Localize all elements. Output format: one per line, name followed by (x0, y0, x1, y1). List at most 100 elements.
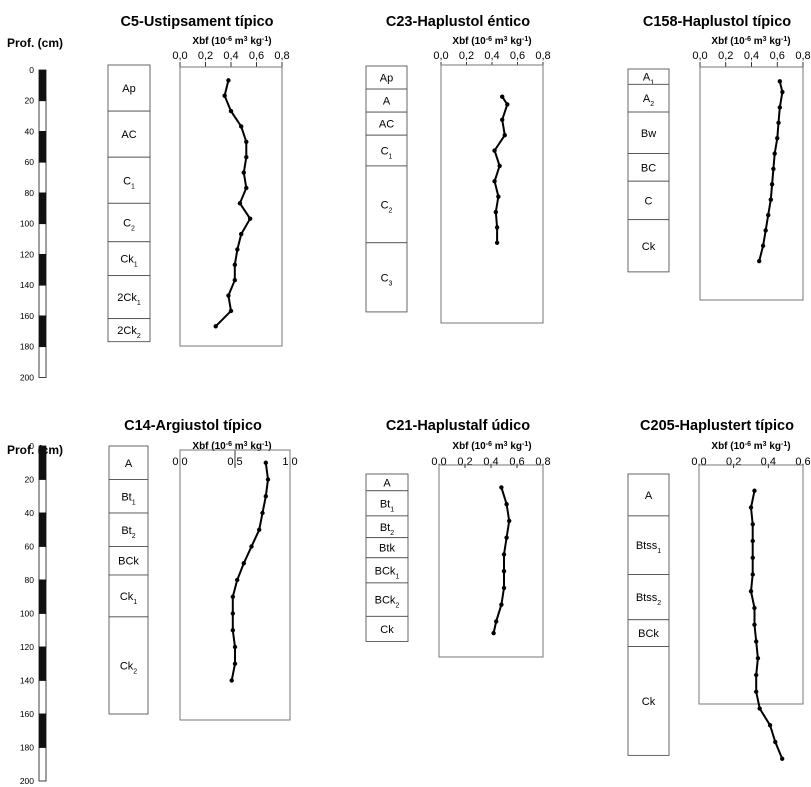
horizon-box (365, 165, 408, 244)
data-point (504, 501, 509, 507)
depth-scale-segment (38, 315, 47, 348)
x-axis-label: Xbf (10-6 m3 kg-1) (452, 441, 531, 453)
x-axis-label-superscript: 3 (244, 441, 248, 448)
horizon-name: Bw (641, 128, 656, 140)
horizon-name: Bt (121, 491, 131, 503)
depth-tick-label: 80 (25, 575, 35, 585)
data-point (754, 639, 759, 644)
horizon-label: A (125, 458, 133, 470)
horizon-name: C (123, 218, 131, 230)
data-point (748, 589, 754, 594)
data-point (757, 258, 762, 264)
horizon-subscript: 2 (131, 225, 135, 232)
data-point (237, 201, 243, 206)
data-point (748, 505, 754, 510)
data-point (750, 522, 755, 527)
plot-frame (179, 66, 283, 347)
horizon-name: Ck (120, 591, 134, 603)
horizon-label: Ck (642, 241, 656, 253)
x-tick-label: 0,0 (692, 50, 707, 62)
data-point (754, 689, 759, 694)
depth-scale-segment (38, 479, 47, 514)
horizon-label: Ck (380, 624, 394, 636)
data-point (752, 622, 757, 627)
x-tick-label: 0,4 (484, 50, 499, 62)
data-point (249, 544, 254, 549)
horizon-name: BCk (638, 628, 659, 640)
horizon-box (108, 616, 149, 715)
x-axis-label-superscript: -1 (262, 36, 268, 43)
x-tick-label: 0,8 (274, 50, 289, 62)
horizon-label: Ap (122, 83, 135, 95)
horizon-name: Bt (380, 522, 390, 534)
data-point (773, 739, 778, 745)
data-point (491, 630, 496, 636)
data-point (241, 561, 246, 566)
x-axis-label-superscript: -1 (781, 36, 787, 43)
depth-tick-label: 140 (20, 280, 34, 290)
depth-tick-label: 0 (29, 441, 34, 451)
data-point (768, 197, 774, 202)
x-axis-label-part: kg (248, 36, 262, 47)
horizon-label: Bw (641, 128, 656, 140)
data-point (750, 555, 755, 560)
depth-scale-segment (38, 223, 47, 255)
horizon-box (627, 646, 670, 756)
depth-tick-label: 120 (20, 642, 34, 652)
x-tick-label: 0,4 (744, 50, 759, 62)
data-point (226, 293, 231, 298)
data-point (500, 117, 505, 122)
data-point (232, 661, 238, 666)
depth-scale-segment (38, 579, 47, 614)
horizon-box (107, 202, 151, 243)
horizon-name: Ck (642, 241, 656, 253)
horizon-subscript: 2 (650, 101, 654, 108)
series-line (492, 487, 511, 634)
data-point (235, 247, 240, 252)
x-axis-label-superscript: 3 (244, 36, 248, 43)
x-axis-label-superscript: 3 (504, 36, 508, 43)
horizon-subscript: 2 (390, 529, 394, 536)
data-point (239, 231, 244, 237)
x-axis-label-part: ) (528, 36, 531, 47)
horizon-box (627, 153, 670, 182)
depth-tick-label: 40 (25, 508, 35, 518)
x-axis-label-part: Xbf (10 (711, 441, 745, 452)
data-point (499, 602, 504, 607)
x-axis-label-superscript: -6 (226, 36, 232, 43)
horizon-label: Ck1 (120, 591, 137, 606)
panel-title: C5-Ustipsament típico (120, 14, 273, 30)
horizon-name: C (381, 199, 389, 211)
depth-tick-label: 100 (20, 219, 34, 229)
horizon-subscript: 1 (134, 261, 138, 268)
horizon-label: A (383, 477, 391, 489)
data-point (228, 308, 234, 314)
depth-scale-segment (38, 346, 47, 378)
x-axis-label-superscript: -6 (226, 441, 232, 448)
depth-scale-segment (38, 713, 47, 748)
x-axis-label-superscript: -1 (522, 441, 528, 448)
data-point (230, 611, 235, 616)
x-axis-label-part: m (492, 441, 504, 452)
x-axis-label-part: ) (528, 441, 531, 452)
horizon-label: 2Ck1 (117, 292, 141, 307)
data-point (494, 619, 499, 624)
horizon-label: Bt2 (380, 522, 394, 537)
x-axis-label-part: kg (767, 441, 781, 452)
data-point (771, 166, 776, 172)
depth-axis-label: Prof. (cm) (7, 36, 63, 50)
plot-frame (698, 464, 804, 705)
horizon-name: Ap (122, 83, 135, 95)
depth-scale-segment (38, 161, 47, 194)
x-axis-label-superscript: -1 (262, 441, 268, 448)
data-point (775, 135, 780, 141)
series-line (214, 80, 252, 328)
horizon-label: A2 (643, 93, 654, 108)
data-point (777, 79, 783, 84)
data-point (502, 132, 507, 138)
depth-tick-label: 60 (25, 157, 35, 167)
data-point (492, 148, 497, 153)
